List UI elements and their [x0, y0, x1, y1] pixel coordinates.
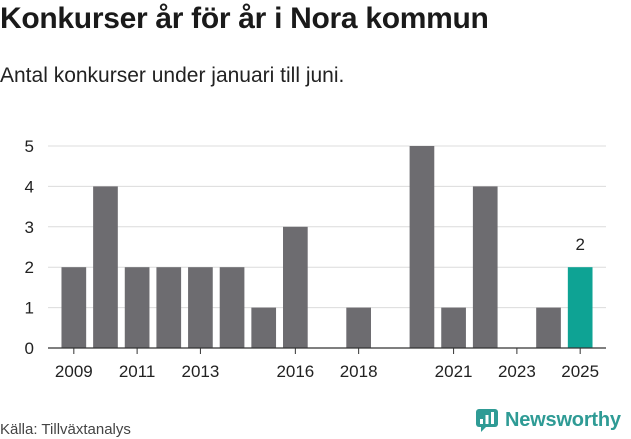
y-tick-label: 2 — [25, 258, 34, 277]
bar-2014 — [219, 267, 245, 348]
bar-2009 — [61, 267, 87, 348]
bar-2020 — [409, 146, 435, 348]
bar-2010 — [93, 186, 118, 348]
y-tick-label: 5 — [25, 137, 34, 156]
x-tick-label: 2021 — [435, 362, 473, 381]
bar-2021 — [441, 307, 466, 348]
x-tick-label: 2025 — [561, 362, 599, 381]
y-tick-label: 1 — [25, 299, 34, 318]
chart-title: Konkurser år för år i Nora kommun — [0, 2, 489, 35]
x-tick-label: 2023 — [498, 362, 536, 381]
newsworthy-logo: Newsworthy — [475, 408, 621, 432]
bar-2022 — [472, 186, 498, 348]
bar-chart: 0 1 2 3 4 5 2 2009 2011 2013 2016 2018 2021 2023 2025 — [25, 137, 606, 381]
x-tick-label: 2013 — [181, 362, 219, 381]
bar-2012 — [156, 267, 182, 348]
data-label-2025: 2 — [575, 235, 584, 254]
source-note: Källa: Tillväxtanalys — [0, 421, 131, 438]
x-tick-label: 2018 — [340, 362, 378, 381]
bar-2024 — [536, 307, 561, 348]
bar-2013 — [188, 267, 213, 348]
y-tick-label: 4 — [25, 177, 34, 196]
y-tick-label: 0 — [25, 339, 34, 358]
bar-2011 — [124, 267, 150, 348]
x-tick-label: 2016 — [276, 362, 314, 381]
bar-2018 — [346, 307, 371, 348]
x-tick-label: 2009 — [55, 362, 93, 381]
x-tick-label: 2011 — [119, 362, 156, 381]
newsworthy-logo-icon — [476, 409, 498, 432]
y-tick-label: 3 — [25, 218, 34, 237]
newsworthy-logo-text: Newsworthy — [505, 408, 621, 431]
bar-2025 — [567, 267, 593, 348]
bar-2016 — [283, 226, 308, 348]
chart-subtitle: Antal konkurser under januari till juni. — [0, 64, 345, 87]
bar-2015 — [251, 307, 277, 348]
